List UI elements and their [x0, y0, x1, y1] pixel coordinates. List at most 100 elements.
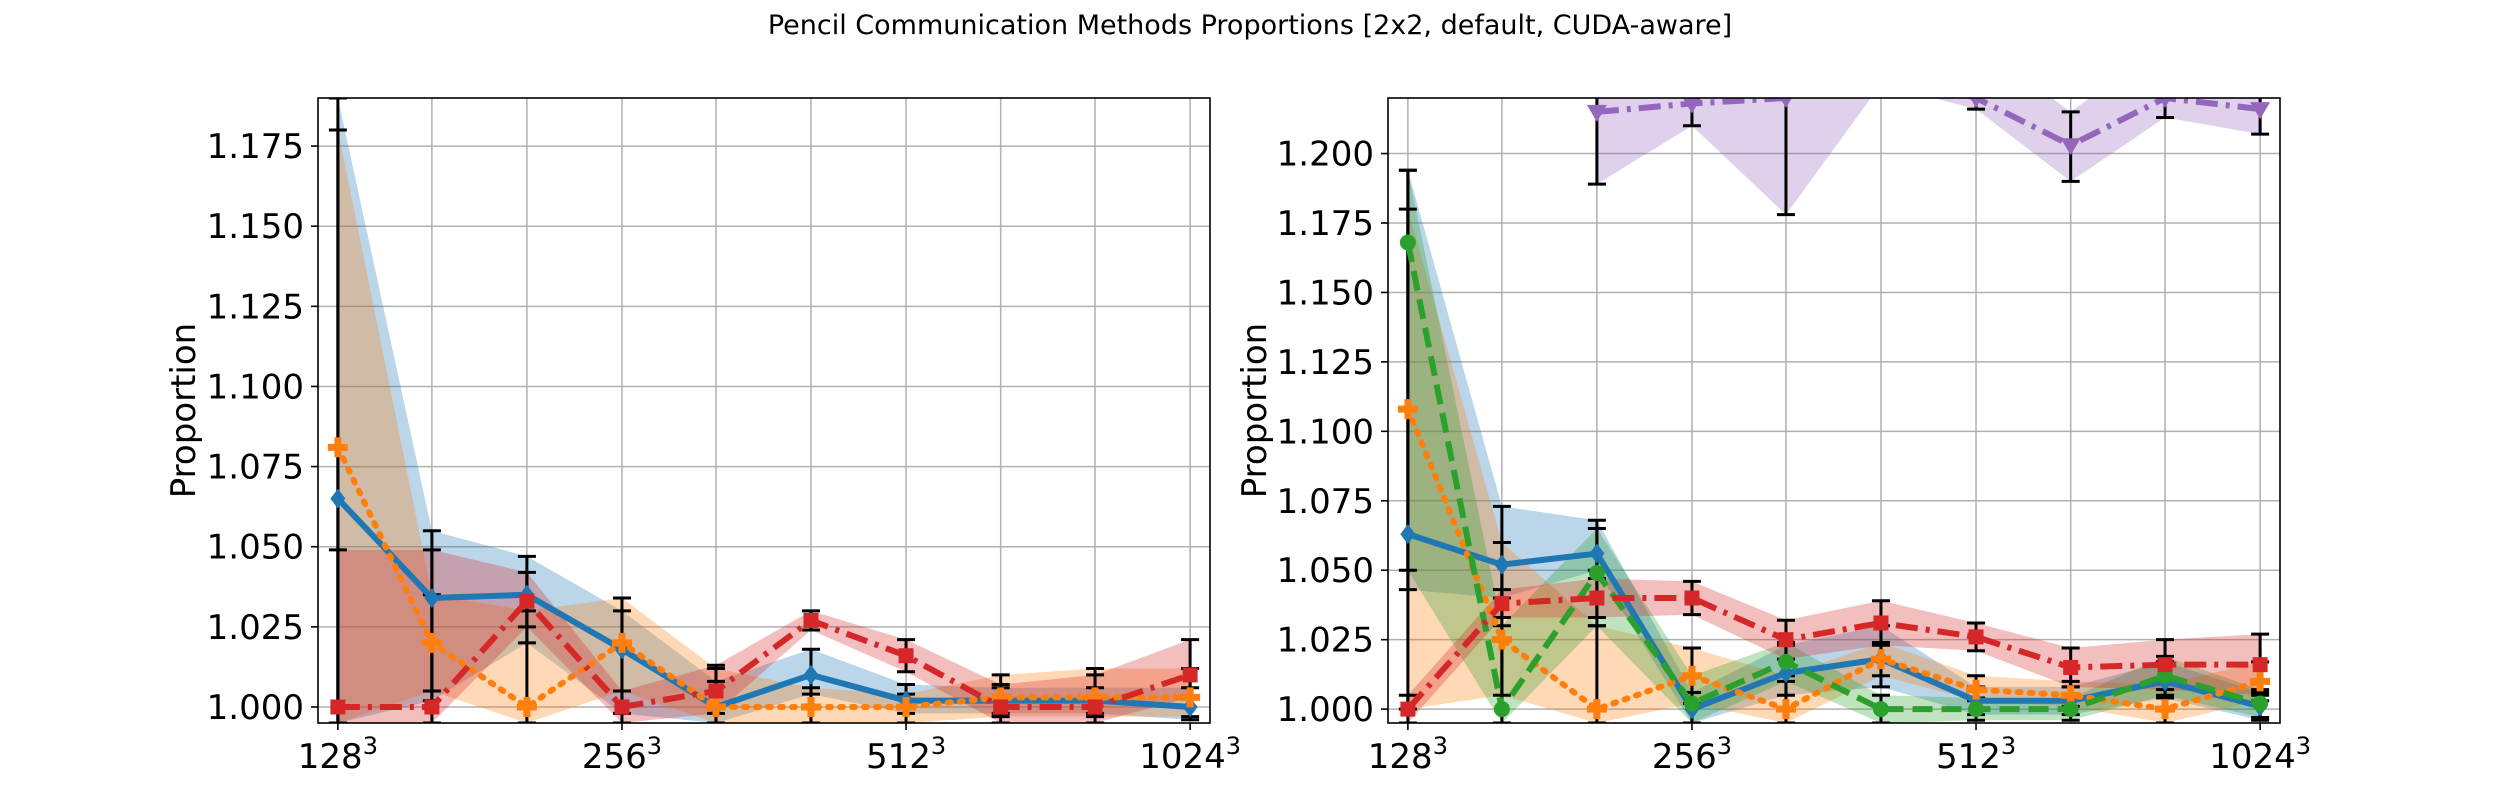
data-point	[1589, 543, 1605, 564]
y-tick-label: 1.075	[207, 448, 304, 488]
series-line	[337, 598, 1192, 710]
confidence-band	[1407, 170, 2261, 723]
data-point	[2155, 699, 2176, 720]
data-point	[424, 588, 440, 608]
data-point	[2250, 671, 2271, 692]
data-point	[327, 437, 348, 458]
data-point	[1682, 98, 1702, 114]
series-line	[334, 444, 1194, 710]
data-point	[1399, 234, 1416, 251]
data-point	[614, 699, 630, 715]
data-point	[2060, 685, 2081, 706]
y-tick-label: 1.100	[1277, 412, 1374, 452]
data-point	[1684, 590, 1700, 606]
plot-area	[1397, 63, 2271, 723]
data-point	[1873, 615, 1889, 631]
x-tick-label: 5123	[866, 732, 946, 777]
y-tick-label: 1.150	[207, 207, 304, 247]
confidence-band	[1407, 170, 2261, 723]
y-tick-label: 1.050	[1277, 551, 1374, 591]
data-point	[611, 632, 632, 653]
x-tick-label: 1283	[1368, 732, 1448, 777]
data-point	[898, 648, 914, 664]
data-point	[1966, 679, 1987, 700]
data-point	[421, 632, 442, 653]
data-point	[330, 488, 346, 509]
confidence-band	[337, 98, 1191, 723]
series-line	[1405, 595, 2261, 712]
data-point	[800, 696, 821, 717]
data-point	[705, 696, 726, 717]
x-tick-label: 2563	[582, 732, 662, 777]
confidence-band	[337, 549, 1191, 723]
data-point	[1968, 701, 1985, 718]
y-tick-label: 1.000	[207, 688, 304, 728]
data-point	[1777, 653, 1794, 670]
series-line	[335, 496, 1191, 710]
data-point	[2062, 701, 2079, 718]
confidence-band	[1596, 98, 2261, 215]
data-point	[803, 612, 819, 628]
x-tick-label: 10243	[1139, 732, 1241, 777]
confidence-band	[1407, 578, 2261, 723]
series-line	[1404, 241, 2261, 713]
data-point	[896, 696, 917, 717]
data-point	[803, 664, 819, 685]
y-tick-label: 1.025	[1277, 621, 1374, 661]
data-point	[708, 683, 724, 699]
data-point	[2159, 98, 2171, 108]
y-tick-label: 1.175	[1277, 204, 1374, 244]
axes-frame	[1387, 97, 2281, 724]
data-point	[1085, 687, 1106, 708]
data-point	[1494, 596, 1510, 612]
data-point	[1872, 701, 1889, 718]
confidence-band	[337, 130, 1191, 723]
series-line	[1404, 406, 2264, 713]
data-point	[1968, 629, 1984, 645]
data-point	[2157, 657, 2173, 673]
data-point	[1589, 590, 1605, 606]
x-tick-label: 5123	[1936, 732, 2016, 777]
data-point	[990, 687, 1011, 708]
y-axis-label: Proportion	[1235, 323, 1275, 498]
data-point	[2063, 659, 2079, 675]
y-axis-label: Proportion	[164, 323, 204, 498]
x-tick-label: 1283	[298, 732, 378, 777]
figure-title: Pencil Communication Methods Proportions…	[767, 10, 1733, 41]
data-point	[1683, 695, 1700, 712]
x-tick-label: 10243	[2209, 732, 2311, 777]
y-tick-label: 1.125	[1277, 343, 1374, 383]
data-point	[2252, 695, 2269, 712]
data-point	[1778, 632, 1794, 648]
data-point	[1588, 565, 1605, 581]
y-tick-label: 1.050	[207, 528, 304, 568]
y-tick-label: 1.100	[207, 367, 304, 407]
data-point	[2252, 657, 2268, 673]
data-point	[1775, 699, 1796, 720]
data-point	[1871, 63, 1891, 80]
plot-area	[327, 98, 1201, 723]
data-point	[1586, 104, 1607, 122]
data-point	[993, 699, 1009, 715]
data-point	[1182, 667, 1198, 683]
data-point	[1087, 699, 1103, 715]
data-point	[1870, 649, 1891, 670]
data-point	[516, 696, 537, 717]
data-point	[330, 699, 346, 715]
y-tick-label: 1.200	[1277, 135, 1374, 175]
y-tick-label: 1.150	[1277, 273, 1374, 313]
data-point	[1400, 524, 1416, 545]
data-point	[2250, 102, 2271, 120]
y-tick-label: 1.000	[1277, 690, 1374, 730]
data-point	[1780, 98, 1792, 108]
left-chart-panel: 1.000 1.025 1.050 1.075 1.100 1.125 1.150 1.175…	[164, 97, 1241, 777]
data-point	[1493, 701, 1510, 718]
data-point	[1970, 98, 1982, 108]
data-point	[1397, 399, 1418, 420]
data-point	[1681, 665, 1702, 686]
data-point	[1494, 554, 1510, 575]
y-tick-label: 1.175	[207, 127, 304, 167]
axes-frame	[317, 97, 1211, 724]
data-point	[1491, 629, 1512, 650]
